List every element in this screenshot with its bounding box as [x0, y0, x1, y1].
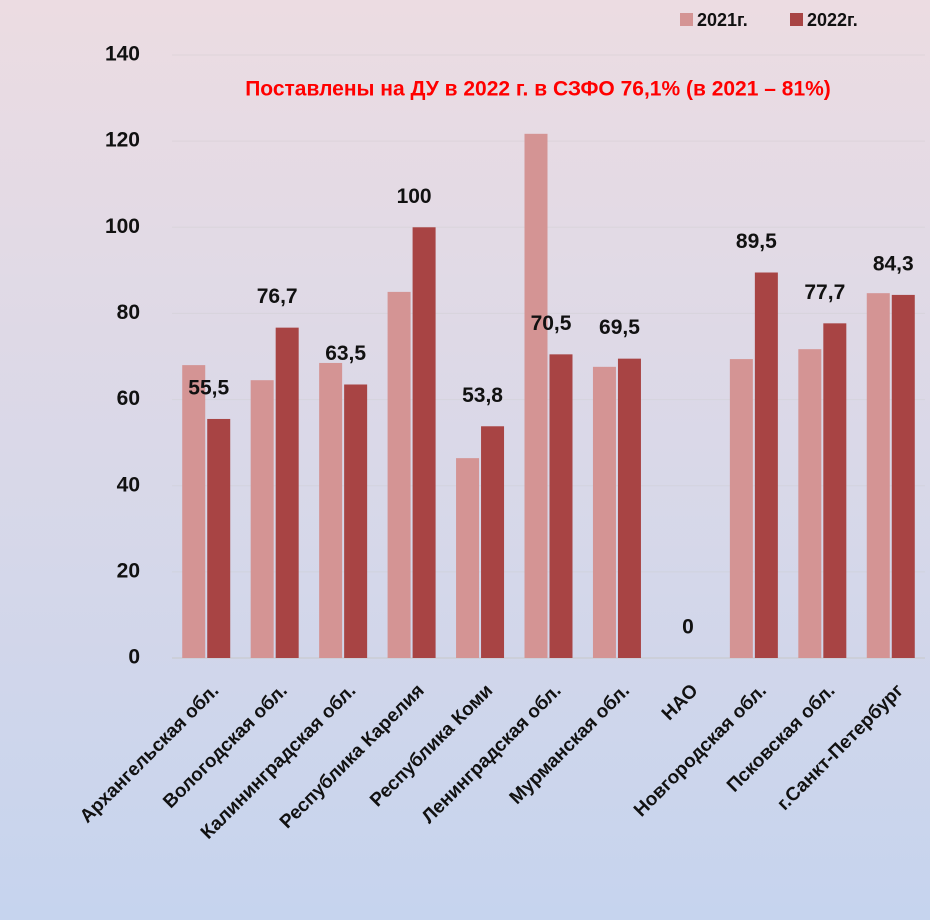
- y-tick-label: 80: [117, 301, 140, 324]
- bar: [182, 365, 206, 658]
- y-tick-label: 100: [105, 215, 140, 238]
- data-label: 69,5: [599, 316, 640, 339]
- data-label: 76,7: [257, 285, 298, 308]
- x-tick-label: Республика Коми: [366, 680, 497, 811]
- data-label: 89,5: [736, 230, 777, 253]
- y-tick-label: 120: [105, 129, 140, 152]
- legend-label: 2022г.: [807, 10, 858, 30]
- data-label: 70,5: [531, 312, 572, 335]
- bar: [481, 426, 505, 658]
- chart-title: Поставлены на ДУ в 2022 г. в СЗФО 76,1% …: [245, 78, 831, 101]
- bar: [754, 272, 778, 658]
- bar: [592, 366, 616, 658]
- y-tick-label: 40: [117, 473, 140, 496]
- x-tick-label: Мурманская обл.: [506, 680, 634, 808]
- data-label: 55,5: [188, 377, 229, 400]
- y-tick-label: 20: [117, 559, 140, 582]
- x-tick-label: г.Санкт-Петербург: [773, 680, 908, 815]
- bar: [456, 458, 480, 658]
- bar: [617, 358, 641, 658]
- bar: [891, 294, 915, 658]
- x-tick-label: НАО: [658, 680, 703, 725]
- bar: [250, 380, 274, 658]
- bar: [207, 418, 231, 658]
- legend-label: 2021г.: [697, 10, 748, 30]
- data-label: 100: [397, 185, 432, 208]
- bar: [412, 227, 436, 659]
- y-tick-label: 0: [128, 646, 140, 669]
- bar: [387, 291, 411, 658]
- y-tick-label: 140: [105, 43, 140, 66]
- data-label: 63,5: [325, 342, 366, 365]
- data-label: 53,8: [462, 384, 503, 407]
- y-tick-label: 60: [117, 387, 140, 410]
- bar: [823, 323, 847, 658]
- data-label: 77,7: [804, 281, 845, 304]
- legend-swatch: [680, 13, 693, 26]
- x-tick-label: Новгородская обл.: [630, 680, 771, 821]
- data-label: 84,3: [873, 252, 914, 275]
- x-tick-label: Ленинградская обл.: [418, 680, 566, 828]
- bar: [798, 349, 822, 658]
- bar: [866, 293, 890, 658]
- bar: [344, 384, 368, 658]
- bar: [319, 362, 343, 658]
- data-label: 0: [682, 616, 694, 639]
- bar: [275, 327, 299, 658]
- bar: [524, 133, 548, 659]
- bar: [729, 359, 753, 658]
- legend-swatch: [790, 13, 803, 26]
- bar: [549, 354, 573, 658]
- x-tick-label: Вологодская обл.: [159, 680, 291, 812]
- x-tick-label: Архангельская обл.: [76, 680, 223, 827]
